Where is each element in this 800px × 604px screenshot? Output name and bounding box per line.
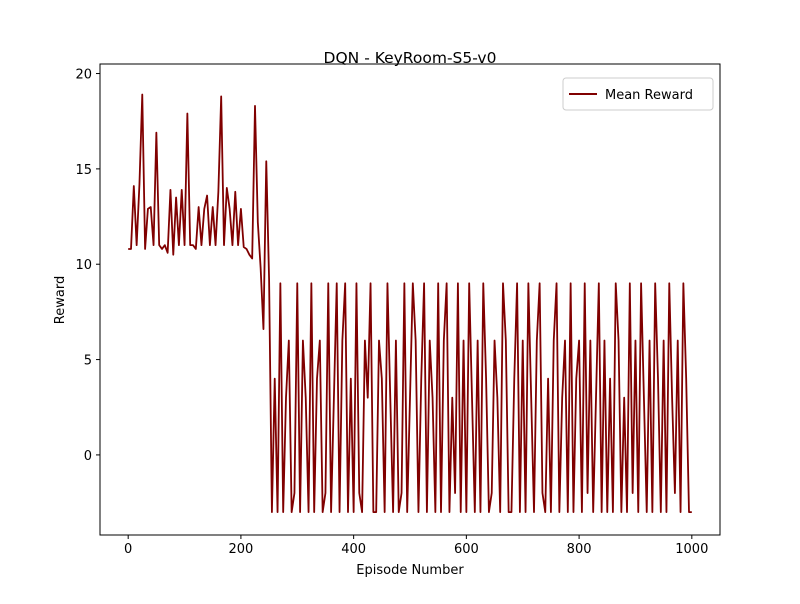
x-tick-label: 200: [228, 542, 253, 557]
x-tick-label: 600: [454, 542, 479, 557]
y-tick-label: 15: [75, 163, 92, 178]
y-axis-label: Reward: [53, 276, 68, 324]
plot-frame: [99, 63, 721, 536]
x-tick-label: 1000: [675, 542, 708, 557]
y-tick-label: 20: [75, 68, 92, 83]
legend-label: Mean Reward: [605, 88, 693, 103]
data-line: [128, 93, 692, 514]
chart-title: DQN - KeyRoom-S5-v0: [324, 49, 497, 67]
x-tick-label: 400: [341, 542, 366, 557]
x-tick-label: 0: [124, 542, 132, 557]
x-axis-label: Episode Number: [356, 563, 464, 578]
x-tick-label: 800: [567, 542, 592, 557]
y-tick-label: 10: [75, 258, 92, 273]
y-tick-label: 0: [84, 449, 92, 464]
y-tick-label: 5: [84, 354, 92, 369]
legend-box: [562, 77, 714, 111]
